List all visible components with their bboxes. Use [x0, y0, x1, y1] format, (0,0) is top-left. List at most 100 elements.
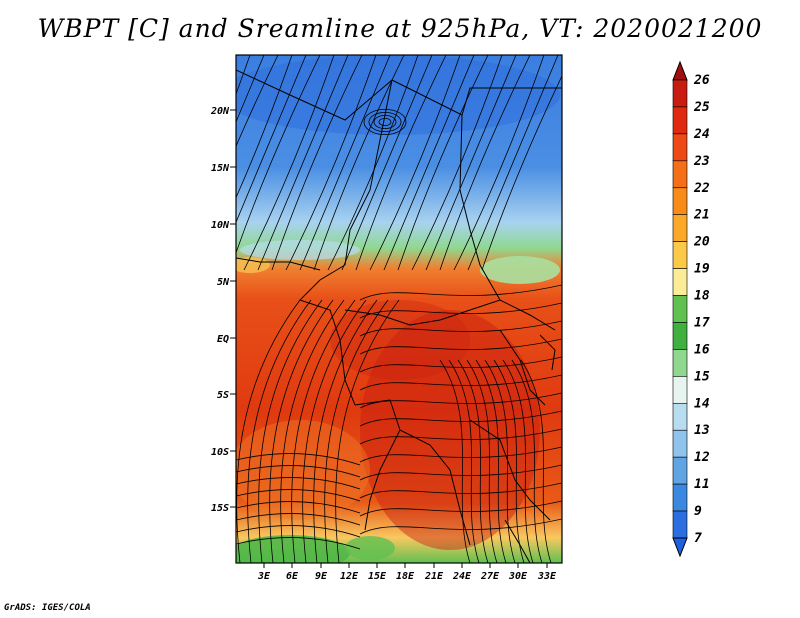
lon-label: 21E — [424, 571, 444, 582]
streamline — [236, 513, 361, 526]
streamline — [359, 410, 562, 427]
lat-label: 10N — [211, 220, 230, 231]
streamline — [397, 55, 489, 271]
country-borders — [236, 69, 562, 563]
streamline — [324, 299, 389, 563]
streamline — [359, 428, 562, 445]
streamline — [236, 55, 321, 254]
colorbar-segment — [672, 510, 688, 539]
streamline — [493, 359, 525, 563]
streamline — [481, 74, 562, 271]
colorbar-label: 23 — [693, 154, 710, 169]
lat-label: 10S — [211, 447, 229, 458]
streamline — [335, 299, 400, 563]
streamline — [520, 359, 552, 563]
streamline — [359, 500, 562, 517]
streamline — [285, 55, 377, 271]
colorbar-segment — [672, 268, 688, 296]
colorbar-segment — [672, 214, 688, 242]
lon-label: 30E — [508, 571, 528, 582]
streamline — [243, 55, 335, 271]
colorbar-segment — [672, 79, 688, 108]
colorbar-segment — [672, 322, 688, 350]
streamline — [236, 465, 361, 478]
streamline — [236, 55, 293, 199]
streamline — [439, 359, 471, 563]
colorbar-segment — [672, 106, 688, 135]
streamline — [247, 299, 312, 563]
colorbar-label: 11 — [694, 477, 710, 492]
colorbar-label: 25 — [693, 100, 710, 115]
colorbar-label: 14 — [694, 396, 710, 411]
streamline — [363, 109, 407, 135]
lat-label: 15S — [211, 503, 229, 514]
streamline — [359, 284, 562, 301]
streamline — [457, 359, 489, 563]
longitude-axis: 3E 6E 9E 12E 15E 18E 21E 24E 27E 30E 33E — [257, 563, 557, 582]
lon-label: 27E — [480, 571, 500, 582]
map-frame — [235, 54, 563, 564]
streamline — [236, 55, 307, 224]
streamline — [359, 518, 562, 535]
colorbar-label: 19 — [694, 262, 710, 277]
streamline — [448, 359, 480, 563]
streamline — [257, 55, 349, 271]
colorbar-label: 7 — [694, 531, 702, 546]
colorbar-segment — [672, 402, 688, 431]
streamline — [466, 359, 498, 563]
lon-label: 24E — [452, 571, 472, 582]
streamline — [453, 55, 545, 271]
streamline — [359, 392, 562, 409]
streamline — [369, 55, 461, 271]
colorbar-label: 20 — [693, 235, 710, 250]
streamline — [359, 302, 562, 319]
colorbar-segment — [672, 483, 688, 512]
streamline — [269, 299, 334, 563]
lon-label: 6E — [286, 571, 299, 582]
colorbar-label: 13 — [694, 423, 710, 438]
lon-label: 18E — [396, 571, 415, 582]
streamline — [291, 299, 356, 563]
streamline — [502, 359, 534, 563]
streamline — [341, 55, 433, 271]
lat-label: 20N — [210, 106, 230, 117]
streamline — [313, 299, 378, 563]
streamline — [313, 55, 405, 271]
colorbar-label: 26 — [693, 73, 710, 88]
streamline — [359, 320, 562, 337]
colorbar-label: 21 — [693, 208, 710, 223]
streamline — [425, 55, 517, 271]
colorbar-label: 17 — [694, 315, 710, 330]
streamline — [439, 55, 531, 271]
streamline — [299, 55, 391, 271]
colorbar-segment — [672, 160, 688, 189]
lon-label: 9E — [315, 571, 328, 582]
streamline — [359, 338, 562, 355]
streamline — [475, 359, 507, 563]
colorbar-segment — [672, 241, 688, 269]
streamline — [236, 525, 361, 538]
colorbar-label: 12 — [694, 450, 710, 465]
streamline — [302, 299, 367, 563]
lat-label: EQ — [217, 334, 229, 345]
streamline — [236, 453, 361, 466]
colorbar-label: 15 — [694, 369, 710, 384]
lon-label: 15E — [368, 571, 387, 582]
streamline — [359, 482, 562, 499]
streamline — [411, 55, 503, 271]
lon-label: 33E — [537, 571, 557, 582]
colorbar-segment — [672, 376, 688, 404]
streamline — [236, 501, 361, 514]
streamline — [368, 112, 402, 132]
lat-label: 5S — [217, 390, 229, 401]
streamline — [359, 464, 562, 481]
streamline — [236, 299, 301, 563]
lon-label: 12E — [340, 571, 359, 582]
colorbar: 26 25 24 23 22 21 20 19 18 17 16 15 14 13 12 11 9 7 — [672, 60, 710, 558]
colorbar-label: 18 — [694, 289, 710, 304]
footer-credit: GrADS: IGES/COLA — [4, 603, 91, 613]
streamline — [271, 55, 363, 271]
colorbar-segment — [672, 349, 688, 377]
streamline — [236, 477, 361, 490]
